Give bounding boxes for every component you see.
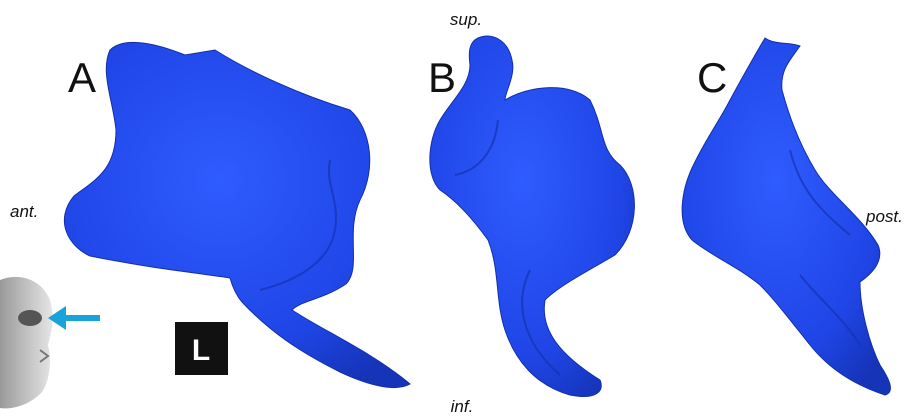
panel-label: C: [697, 54, 727, 101]
orientation-label: post.: [865, 207, 903, 226]
panel-label: B: [428, 54, 456, 101]
figure: L A B C sup. inf. ant. post.: [0, 0, 918, 420]
orientation-label: ant.: [10, 202, 38, 221]
model-a: [64, 42, 410, 387]
view-arrow: [48, 306, 100, 330]
side-marker: L: [192, 334, 210, 367]
orientation-label: sup.: [450, 10, 482, 29]
orientation-label: inf.: [451, 397, 474, 416]
skull-icon: [0, 277, 53, 408]
panel-label: A: [68, 54, 96, 101]
